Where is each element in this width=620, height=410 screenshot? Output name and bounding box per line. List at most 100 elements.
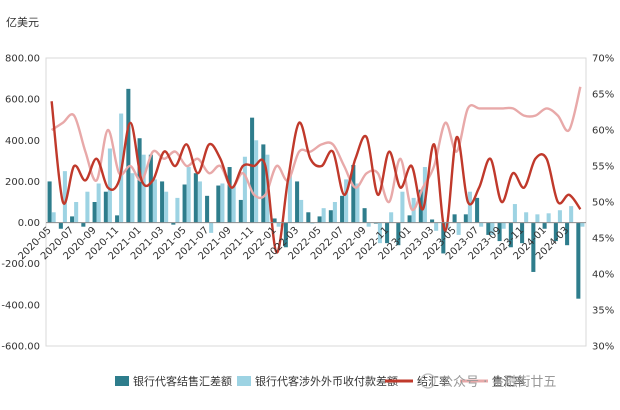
bars-layer [47,88,585,299]
bar [115,215,120,223]
bar [107,148,112,223]
bar [377,222,382,244]
bar [565,222,570,246]
legend-swatch [237,376,251,386]
y-right-tick-label: 30% [592,342,614,353]
bar [508,222,513,248]
bar [58,222,63,229]
bar [148,154,153,223]
bar [490,222,495,235]
bar [456,222,461,235]
bar [51,212,56,223]
bar [524,212,529,223]
bar [512,204,517,223]
bar [152,179,157,223]
bar [216,185,221,223]
bar [373,222,378,224]
bar [546,213,551,223]
legend-label: 银行代客涉外外币收付款差额 [255,374,398,388]
y-right-tick-label: 55% [592,162,614,173]
bar [396,222,401,246]
y-left-unit-label: 亿美元 [6,16,39,29]
y-right-tick-label: 35% [592,306,614,317]
y-left-tick-label: 800.00 [5,54,40,65]
bar [467,191,472,223]
bar [164,191,169,223]
y-right-tick-label: 60% [592,126,614,137]
legend: 银行代客结售汇差额 银行代客涉外外币收付款差额 结汇率 售汇率 [115,374,525,388]
bar [299,199,304,223]
bar [242,156,247,223]
legend-swatch [115,376,129,386]
y-left-tick-label: 0.00 [18,218,40,229]
watermark-text: 公众号 · 金融街廿五 [440,374,556,390]
y-right-tick-label: 45% [592,234,614,245]
bar [276,222,281,227]
bar [366,222,371,227]
bar [351,164,356,223]
y-right-tick-label: 70% [592,54,614,65]
bar [321,208,326,223]
bar [103,191,108,223]
wechat-icon-dot [423,378,427,382]
bar [47,181,52,223]
bar [344,179,349,223]
bar [434,222,439,231]
y-left-tick-label: -200.00 [1,259,40,270]
bar [486,222,491,235]
bar [407,215,412,223]
y-left-tick-label: -600.00 [1,342,40,353]
bar [175,197,180,223]
bar [340,195,345,223]
bar [283,222,288,248]
legend-label: 银行代客结售汇差额 [133,374,232,388]
bar [389,212,394,223]
bar [580,222,585,227]
y-right-tick-label: 40% [592,270,614,281]
bar [193,173,198,223]
bar [557,210,562,223]
bar [272,218,277,223]
plot-frame [45,57,587,347]
bar [238,199,243,223]
bar [385,222,390,244]
legend-label: 售汇率 [492,374,525,388]
bar [85,191,90,223]
bar [520,222,525,244]
bar [400,191,405,223]
bar [96,183,101,223]
bar [227,167,232,223]
series-line [50,101,582,254]
bar [497,222,502,242]
bar [92,202,97,223]
y-left-tick-label: 400.00 [5,136,40,147]
bar [171,222,176,225]
bar [250,117,255,223]
bar [261,144,266,223]
bar [209,222,214,233]
bar [141,154,146,223]
wechat-icon-dot [429,378,433,382]
bar [535,214,540,223]
y-right-tick-label: 65% [592,90,614,101]
bar [295,181,300,223]
bar [531,222,536,272]
plot-area [45,57,587,347]
bar [70,216,75,223]
y-left-tick-label: 600.00 [5,95,40,106]
bar [220,183,225,223]
bar [310,222,315,224]
bar [328,210,333,223]
bar [186,167,191,223]
bar [231,185,236,223]
bar [501,222,506,229]
bar [362,208,367,223]
y-left-tick-label: 200.00 [5,177,40,188]
bar [576,222,581,299]
bar [81,222,86,227]
bar [430,219,435,223]
bar [160,181,165,223]
bar [62,171,67,223]
y-right-tick-label: 50% [592,198,614,209]
